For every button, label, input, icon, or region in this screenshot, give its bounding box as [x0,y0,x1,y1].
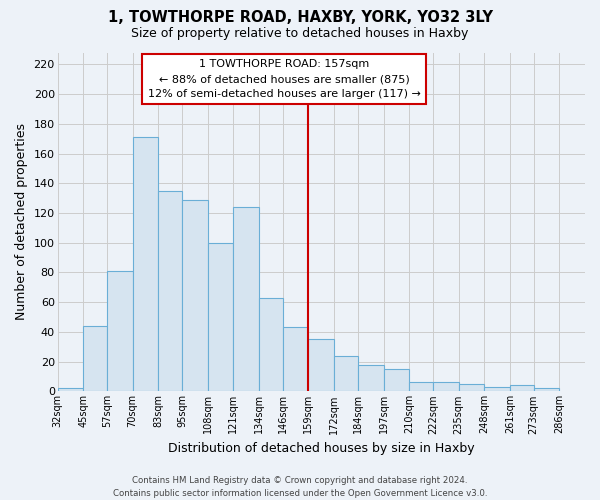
Text: 1 TOWTHORPE ROAD: 157sqm
← 88% of detached houses are smaller (875)
12% of semi-: 1 TOWTHORPE ROAD: 157sqm ← 88% of detach… [148,60,421,99]
Bar [208,243,233,392]
Bar [484,387,510,392]
Text: Size of property relative to detached houses in Haxby: Size of property relative to detached ho… [131,28,469,40]
Bar [133,137,158,392]
Bar [283,328,308,392]
Bar [510,386,533,392]
Bar [107,271,133,392]
Bar [458,384,484,392]
Text: Contains HM Land Registry data © Crown copyright and database right 2024.
Contai: Contains HM Land Registry data © Crown c… [113,476,487,498]
Text: 1, TOWTHORPE ROAD, HAXBY, YORK, YO32 3LY: 1, TOWTHORPE ROAD, HAXBY, YORK, YO32 3LY [107,10,493,25]
Bar [259,298,283,392]
Bar [308,340,334,392]
X-axis label: Distribution of detached houses by size in Haxby: Distribution of detached houses by size … [168,442,475,455]
Bar [182,200,208,392]
Bar [233,207,259,392]
Bar [334,356,358,392]
Bar [533,388,559,392]
Bar [358,364,383,392]
Y-axis label: Number of detached properties: Number of detached properties [15,124,28,320]
Bar [433,382,458,392]
Bar [158,190,182,392]
Bar [83,326,107,392]
Bar [383,369,409,392]
Bar [409,382,433,392]
Bar [58,388,83,392]
